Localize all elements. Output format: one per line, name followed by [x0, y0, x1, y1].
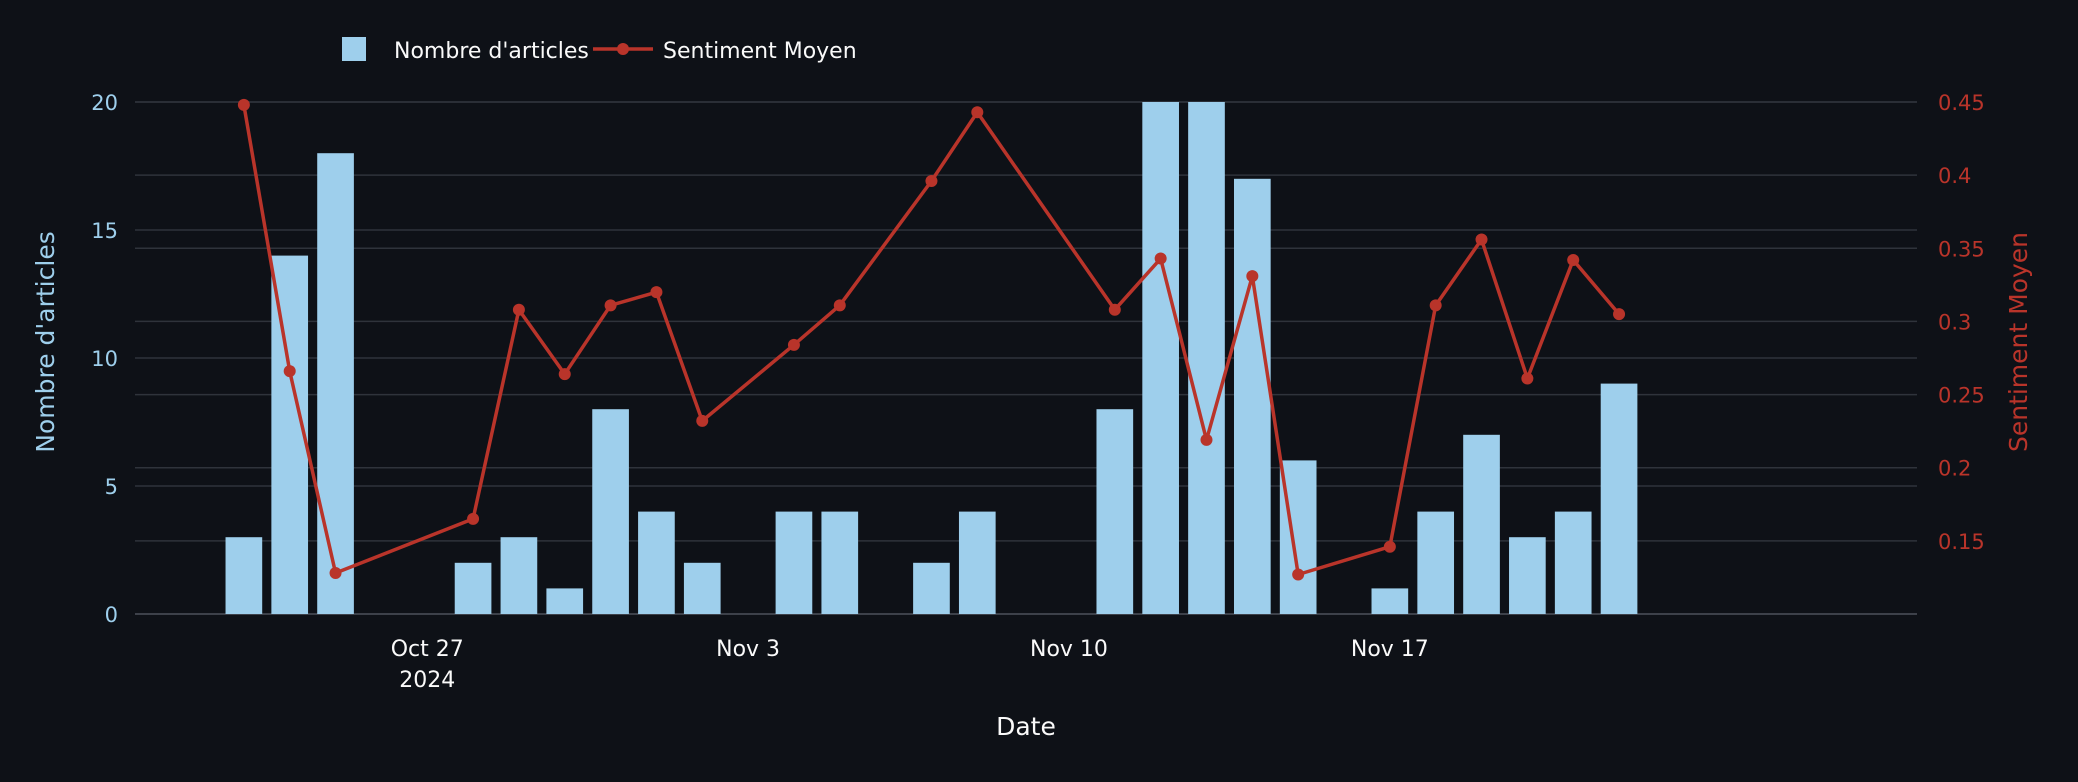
bar-2024-10-29[interactable] [500, 537, 538, 614]
y-left-tick-label: 5 [105, 475, 118, 499]
y-left-tick-label: 0 [105, 603, 118, 627]
axes: 0 5 10 15 20 0.15 0.2 0.25 0.3 0.35 0.4 0.45 Oct 27 2… [31, 91, 2033, 741]
line-point-2024-10-29[interactable] [512, 303, 525, 316]
legend-bar-label[interactable]: Nombre d'articles [394, 39, 589, 64]
line-point-2024-11-11[interactable] [1108, 303, 1121, 316]
bar-2024-11-21[interactable] [1554, 511, 1592, 614]
line-point-2024-10-24[interactable] [283, 365, 296, 378]
y-left-axis-title: Nombre d'articles [31, 231, 60, 452]
x-tick-label: Oct 27 [391, 637, 464, 662]
bar-2024-11-13[interactable] [1188, 102, 1225, 614]
line-point-2024-11-07[interactable] [925, 174, 938, 187]
sentiment-line [242, 104, 1621, 577]
bar-2024-11-05[interactable] [821, 511, 859, 614]
line-point-2024-10-31[interactable] [604, 299, 617, 312]
bar-series [225, 102, 1638, 615]
line-point-2024-10-28[interactable] [467, 512, 480, 525]
bar-2024-11-19[interactable] [1463, 434, 1500, 614]
bar-2024-10-30[interactable] [546, 588, 584, 614]
bar-2024-11-20[interactable] [1509, 537, 1546, 614]
line-point-2024-11-05[interactable] [833, 299, 846, 312]
line-point-2024-11-21[interactable] [1567, 253, 1580, 266]
bar-2024-11-17[interactable] [1371, 588, 1409, 614]
line-point-2024-11-04[interactable] [787, 338, 800, 351]
y-left-tick-label: 15 [91, 219, 118, 243]
y-right-tick-label: 0.4 [1938, 164, 1971, 188]
y-right-tick-label: 0.2 [1938, 457, 1971, 481]
line-point-2024-11-02[interactable] [696, 414, 709, 427]
y-right-tick-label: 0.3 [1938, 310, 1971, 334]
line-series [237, 98, 1626, 581]
y-right-tick-label: 0.45 [1938, 91, 1985, 115]
line-point-2024-11-15[interactable] [1292, 568, 1305, 581]
bar-2024-10-31[interactable] [592, 409, 629, 614]
x-axis-title: Date [996, 712, 1056, 741]
bar-2024-11-04[interactable] [775, 511, 813, 614]
bar-2024-11-08[interactable] [958, 511, 996, 614]
bar-2024-11-07[interactable] [913, 562, 950, 614]
line-point-2024-11-13[interactable] [1200, 433, 1213, 446]
x-tick-label: Nov 17 [1351, 637, 1429, 662]
bar-2024-11-02[interactable] [683, 562, 721, 614]
line-point-2024-11-22[interactable] [1613, 308, 1626, 321]
line-point-2024-11-20[interactable] [1521, 372, 1534, 385]
bar-2024-11-11[interactable] [1096, 409, 1134, 614]
line-point-2024-10-25[interactable] [329, 567, 342, 580]
bar-2024-10-28[interactable] [454, 562, 492, 614]
legend: Nombre d'articles Sentiment Moyen [342, 37, 857, 64]
bar-2024-11-12[interactable] [1142, 102, 1179, 614]
bar-2024-10-23[interactable] [225, 537, 263, 614]
line-point-2024-11-14[interactable] [1246, 270, 1259, 283]
legend-bar-swatch[interactable] [342, 37, 366, 61]
line-point-2024-10-23[interactable] [237, 98, 250, 111]
bar-2024-10-24[interactable] [271, 255, 309, 614]
legend-line-label[interactable]: Sentiment Moyen [663, 39, 857, 64]
y-left-tick-label: 20 [91, 91, 118, 115]
y-right-tick-label: 0.15 [1938, 530, 1985, 554]
y-left-tick-label: 10 [91, 347, 118, 371]
line-point-2024-11-01[interactable] [650, 286, 663, 299]
line-point-2024-11-19[interactable] [1475, 233, 1488, 246]
bar-2024-11-14[interactable] [1233, 178, 1271, 615]
line-point-2024-11-08[interactable] [971, 106, 984, 119]
bar-2024-11-18[interactable] [1417, 511, 1455, 614]
line-point-2024-11-18[interactable] [1429, 299, 1442, 312]
line-point-2024-11-17[interactable] [1383, 540, 1396, 553]
grid-layer [135, 101, 1917, 615]
legend-line-marker [617, 43, 629, 55]
x-tick-sublabel: 2024 [399, 668, 455, 693]
y-right-tick-label: 0.35 [1938, 237, 1985, 261]
line-point-2024-11-12[interactable] [1154, 252, 1167, 265]
bar-2024-11-22[interactable] [1600, 383, 1638, 614]
x-tick-label: Nov 3 [716, 637, 780, 662]
x-tick-label: Nov 10 [1030, 637, 1108, 662]
bar-2024-10-25[interactable] [317, 153, 354, 614]
bar-2024-11-01[interactable] [638, 511, 675, 614]
y-right-tick-label: 0.25 [1938, 384, 1985, 408]
y-right-axis-title: Sentiment Moyen [2004, 232, 2033, 452]
line-point-2024-10-30[interactable] [558, 368, 571, 381]
